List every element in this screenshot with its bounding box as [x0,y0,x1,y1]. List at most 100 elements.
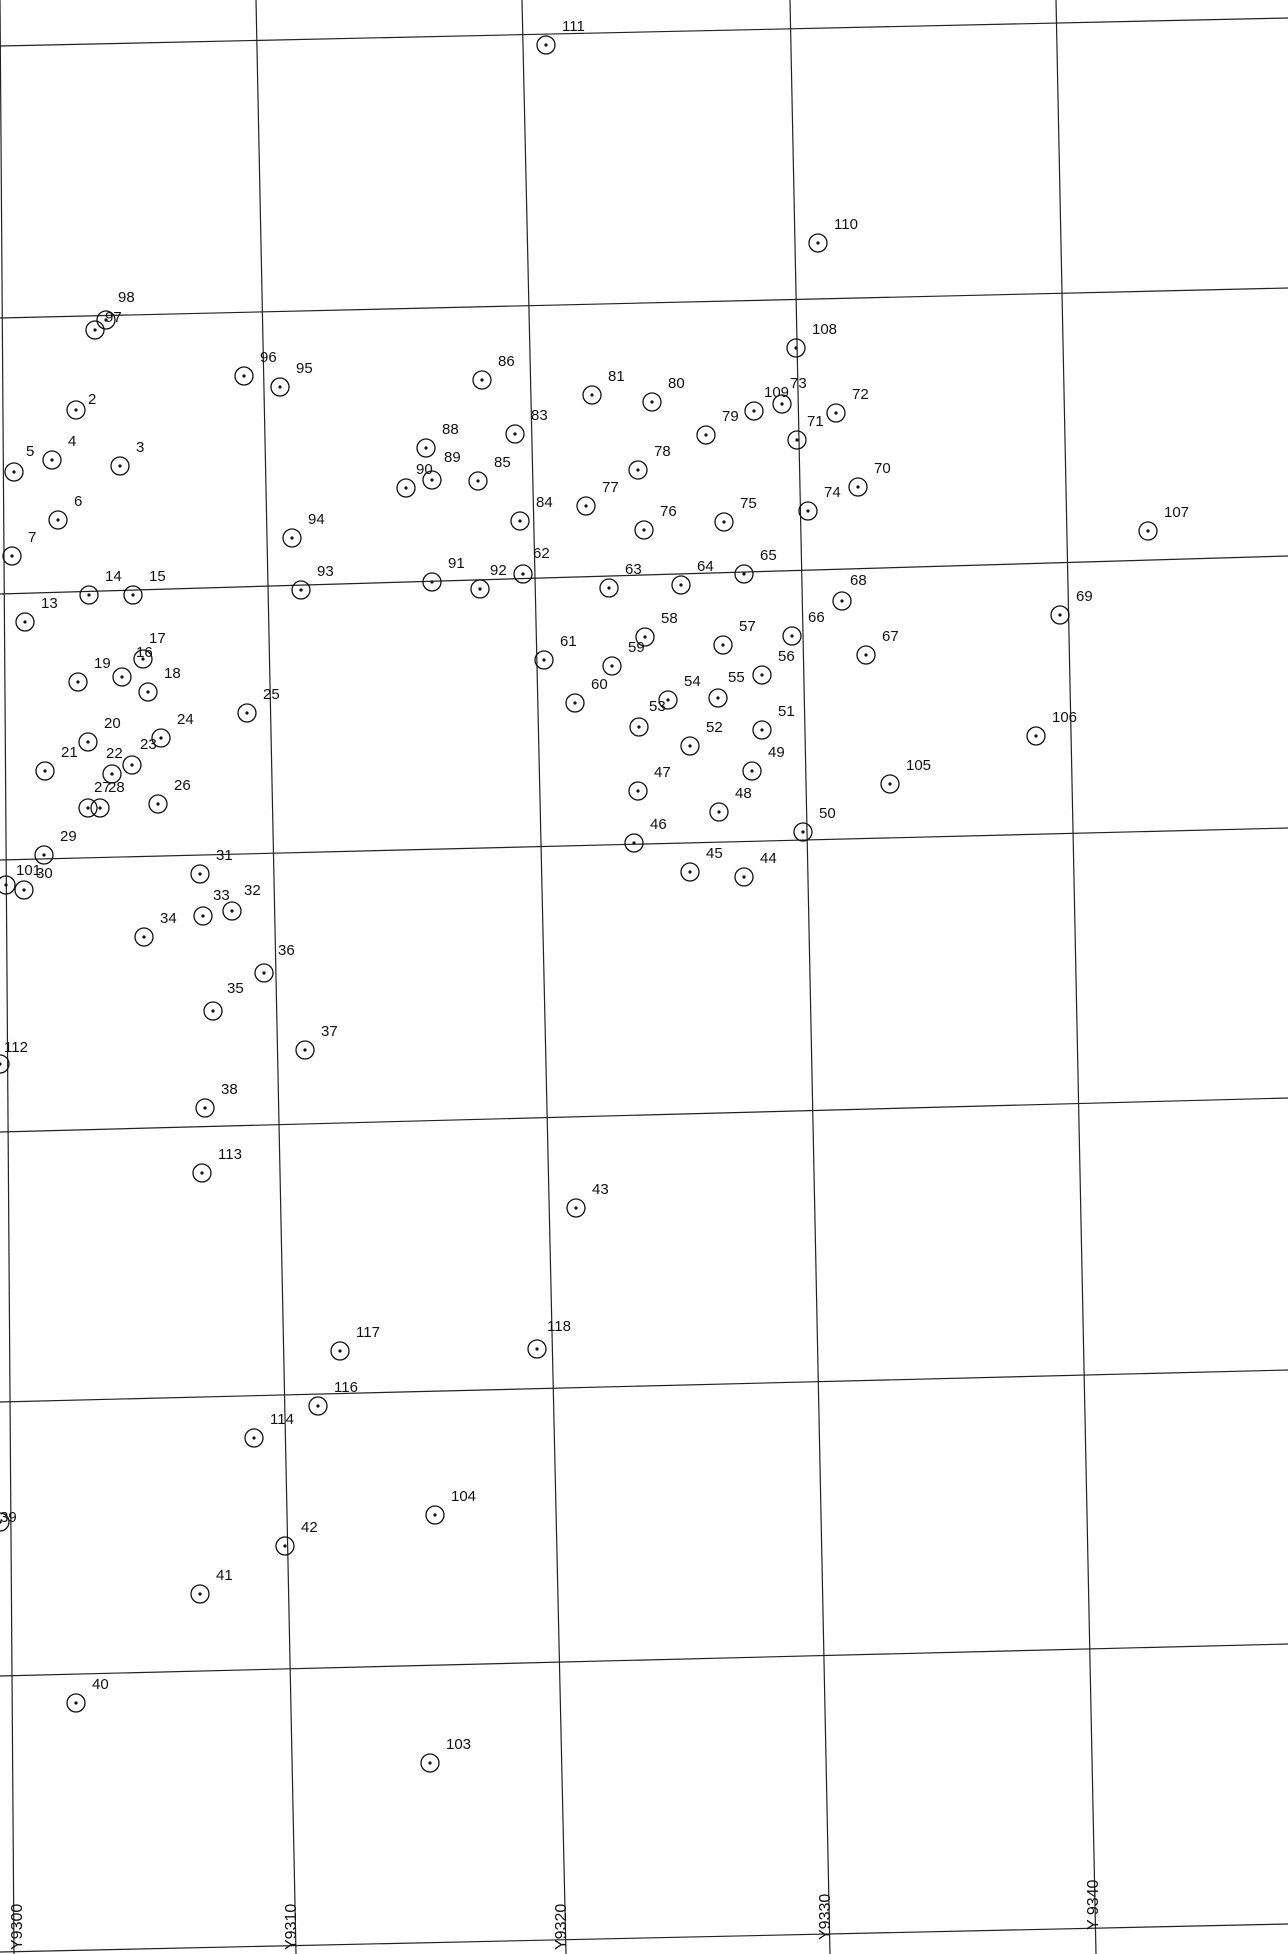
survey-point[interactable]: 104 [425,1488,476,1525]
survey-point[interactable]: 37 [295,1023,338,1060]
survey-point[interactable]: 116 [308,1379,358,1416]
survey-point[interactable]: 76 [634,503,677,540]
survey-point[interactable]: 89 [422,449,461,490]
survey-point[interactable]: 22 [102,745,123,784]
survey-point[interactable]: 50 [793,805,836,842]
survey-point[interactable]: 70 [848,460,891,497]
survey-point[interactable]: 24 [151,711,194,748]
survey-point[interactable]: 107 [1138,504,1189,541]
survey-point[interactable]: 21 [35,744,78,781]
survey-point[interactable]: 33 [193,887,230,926]
survey-point[interactable]: 48 [709,785,752,822]
survey-point[interactable]: 94 [282,511,325,548]
survey-point[interactable]: 55 [708,669,745,708]
survey-point[interactable]: 40 [66,1676,109,1713]
survey-point[interactable]: 78 [628,443,671,480]
survey-point[interactable]: 86 [472,353,515,390]
survey-point[interactable]: 36 [254,942,295,983]
survey-point[interactable]: 61 [534,633,577,670]
survey-point[interactable]: 83 [505,407,548,444]
survey-point[interactable]: 73 [772,375,807,414]
survey-point[interactable]: 59 [602,639,645,676]
survey-point[interactable]: 88 [416,421,459,458]
survey-point[interactable]: 108 [786,321,837,358]
survey-point[interactable]: 27 [78,779,111,818]
survey-point[interactable]: 63 [599,561,642,598]
survey-point[interactable]: 47 [628,764,671,801]
survey-point[interactable]: 60 [565,676,608,713]
survey-point[interactable]: 90 [396,461,433,498]
survey-point[interactable]: 32 [222,882,261,921]
survey-point[interactable]: 98 [96,289,135,330]
survey-point[interactable]: 117 [330,1324,380,1361]
survey-point[interactable]: 106 [1026,709,1077,746]
survey-point[interactable]: 56 [752,648,795,685]
survey-point[interactable]: 13 [15,595,58,632]
survey-point[interactable]: 110 [808,216,858,253]
survey-point[interactable]: 67 [856,628,899,665]
survey-point[interactable]: 16 [112,644,153,687]
survey-point[interactable]: 49 [742,744,785,781]
survey-point[interactable]: 81 [582,368,625,405]
survey-point[interactable]: 112 [0,1039,28,1074]
survey-point[interactable]: 45 [680,845,723,882]
survey-point[interactable]: 101 [0,862,41,895]
survey-point[interactable]: 54 [658,673,701,710]
survey-point[interactable]: 44 [734,850,777,887]
survey-point[interactable]: 14 [79,568,122,605]
survey-point[interactable]: 52 [680,719,723,756]
survey-point[interactable]: 29 [34,828,77,865]
survey-point[interactable]: 113 [192,1146,242,1183]
survey-point[interactable]: 43 [566,1181,609,1218]
survey-point[interactable]: 75 [714,495,757,532]
survey-point[interactable]: 31 [190,847,233,884]
survey-point[interactable]: 80 [642,375,685,412]
survey-point[interactable]: 111 [536,18,585,55]
survey-point[interactable]: 35 [203,980,244,1021]
survey-point[interactable]: 91 [422,555,465,592]
survey-point[interactable]: 92 [470,562,507,599]
survey-point[interactable]: 109 [744,384,789,421]
survey-point[interactable]: 72 [826,386,869,423]
survey-point[interactable]: 85 [468,454,511,491]
survey-point[interactable]: 17 [133,630,166,669]
survey-point[interactable]: 58 [635,610,678,647]
survey-point[interactable]: 74 [798,484,841,521]
survey-point[interactable]: 103 [420,1736,471,1773]
survey-point[interactable]: 93 [291,563,334,600]
survey-point[interactable]: 20 [78,715,121,752]
survey-point[interactable]: 3 [110,439,144,476]
survey-point[interactable]: 51 [752,703,795,740]
survey-point[interactable]: 34 [134,910,177,947]
survey-point[interactable]: 15 [123,568,166,605]
survey-point[interactable]: 105 [880,757,931,794]
survey-point[interactable]: 42 [275,1519,318,1556]
survey-point[interactable]: 57 [713,618,756,655]
survey-point[interactable]: 77 [576,479,619,516]
survey-point[interactable]: 79 [696,408,739,445]
survey-point[interactable]: 97 [85,309,122,340]
survey-point[interactable]: 7 [2,529,36,566]
survey-point[interactable]: 30 [14,865,53,900]
survey-point[interactable]: 53 [629,698,666,737]
survey-point[interactable]: 118 [527,1318,571,1359]
survey-point[interactable]: 5 [4,443,34,482]
survey-point[interactable]: 66 [782,609,825,646]
survey-point[interactable]: 26 [148,777,191,814]
survey-point[interactable]: 41 [190,1567,233,1604]
survey-point[interactable]: 46 [624,816,667,853]
survey-point[interactable]: 28 [90,779,125,818]
survey-point[interactable]: 68 [832,572,867,611]
survey-point[interactable]: 114 [244,1411,294,1448]
survey-point[interactable]: 6 [48,493,82,530]
survey-point[interactable]: 2 [66,391,96,420]
survey-point[interactable]: 95 [270,360,313,397]
survey-point[interactable]: 62 [513,545,550,584]
survey-point[interactable]: 84 [510,494,553,531]
survey-point[interactable]: 69 [1050,588,1093,625]
survey-point[interactable]: 19 [68,655,111,692]
survey-point[interactable]: 38 [195,1081,238,1118]
survey-point[interactable]: 39 [0,1509,17,1532]
survey-point[interactable]: 64 [671,558,714,595]
survey-point[interactable]: 96 [234,349,277,386]
